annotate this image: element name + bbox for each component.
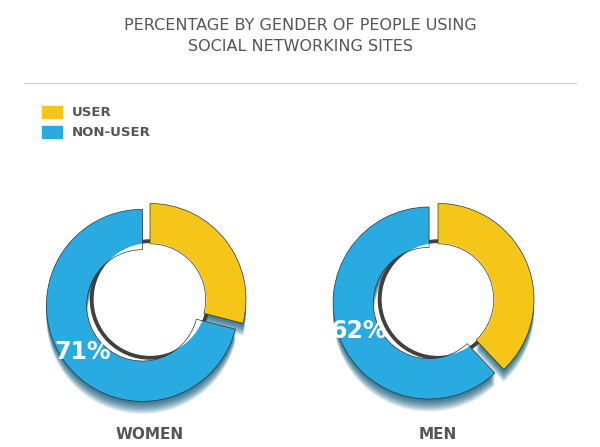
Wedge shape — [333, 216, 495, 409]
Wedge shape — [46, 211, 235, 403]
Wedge shape — [333, 215, 495, 407]
Wedge shape — [46, 215, 235, 408]
Text: 71%: 71% — [54, 340, 111, 364]
Wedge shape — [438, 216, 534, 382]
Wedge shape — [150, 215, 246, 334]
Circle shape — [379, 240, 497, 359]
Wedge shape — [333, 209, 495, 401]
Wedge shape — [333, 219, 495, 412]
Wedge shape — [438, 210, 534, 376]
Wedge shape — [438, 213, 534, 379]
Wedge shape — [438, 203, 534, 370]
Wedge shape — [438, 215, 534, 380]
Circle shape — [94, 244, 206, 355]
Circle shape — [91, 240, 209, 359]
Wedge shape — [150, 211, 246, 331]
Wedge shape — [150, 213, 246, 333]
Wedge shape — [46, 209, 235, 401]
Wedge shape — [150, 210, 246, 329]
Circle shape — [382, 244, 494, 355]
Text: MEN: MEN — [419, 427, 457, 442]
Wedge shape — [333, 218, 495, 410]
Wedge shape — [150, 216, 246, 336]
Wedge shape — [333, 213, 495, 405]
Legend: USER, NON-USER: USER, NON-USER — [37, 101, 157, 144]
Wedge shape — [438, 211, 534, 377]
Wedge shape — [46, 217, 235, 409]
Wedge shape — [46, 214, 235, 406]
Wedge shape — [333, 207, 495, 399]
Wedge shape — [333, 210, 495, 402]
Wedge shape — [150, 208, 246, 328]
Text: PERCENTAGE BY GENDER OF PEOPLE USING
SOCIAL NETWORKING SITES: PERCENTAGE BY GENDER OF PEOPLE USING SOC… — [124, 18, 476, 54]
Wedge shape — [46, 220, 235, 412]
Wedge shape — [438, 205, 534, 371]
Wedge shape — [150, 205, 246, 325]
Wedge shape — [46, 219, 235, 411]
Wedge shape — [46, 212, 235, 405]
Wedge shape — [150, 203, 246, 323]
Wedge shape — [438, 208, 534, 374]
Wedge shape — [333, 212, 495, 404]
Text: 62%: 62% — [330, 319, 387, 343]
Wedge shape — [46, 222, 235, 414]
Text: WOMEN: WOMEN — [116, 427, 184, 442]
Wedge shape — [438, 207, 534, 373]
Wedge shape — [150, 207, 246, 326]
